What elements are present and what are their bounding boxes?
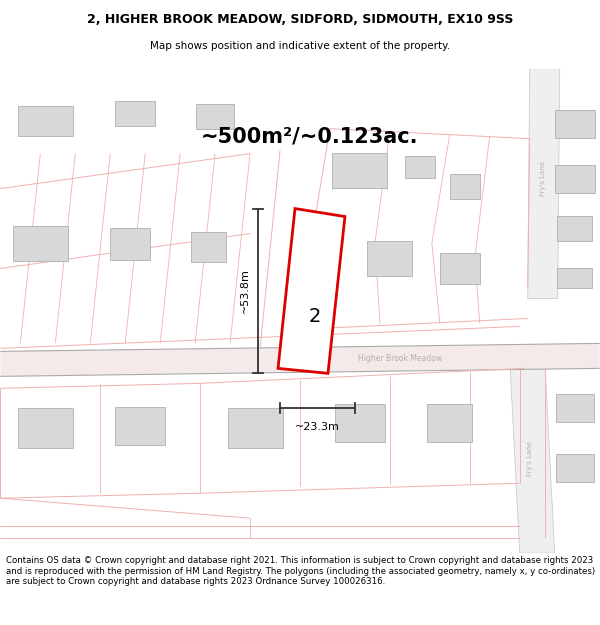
Polygon shape bbox=[528, 69, 560, 299]
Polygon shape bbox=[227, 408, 283, 448]
Polygon shape bbox=[440, 253, 480, 284]
Polygon shape bbox=[556, 394, 593, 422]
Text: ~53.8m: ~53.8m bbox=[240, 269, 250, 313]
Text: 2, HIGHER BROOK MEADOW, SIDFORD, SIDMOUTH, EX10 9SS: 2, HIGHER BROOK MEADOW, SIDFORD, SIDMOUT… bbox=[87, 13, 513, 26]
Polygon shape bbox=[554, 110, 595, 138]
Polygon shape bbox=[510, 358, 554, 553]
Polygon shape bbox=[335, 404, 385, 442]
Polygon shape bbox=[191, 231, 226, 261]
Polygon shape bbox=[110, 228, 150, 259]
Polygon shape bbox=[1, 343, 599, 376]
Polygon shape bbox=[13, 226, 68, 261]
Polygon shape bbox=[427, 404, 472, 442]
Text: Map shows position and indicative extent of the property.: Map shows position and indicative extent… bbox=[150, 41, 450, 51]
Polygon shape bbox=[115, 101, 155, 126]
Polygon shape bbox=[367, 241, 412, 276]
Text: ~500m²/~0.123ac.: ~500m²/~0.123ac. bbox=[201, 127, 419, 147]
Polygon shape bbox=[405, 156, 435, 178]
Polygon shape bbox=[557, 216, 592, 241]
Text: Higher Brook Meadow: Higher Brook Meadow bbox=[358, 354, 442, 363]
Text: Fry's Lane: Fry's Lane bbox=[539, 161, 545, 196]
Polygon shape bbox=[450, 174, 480, 199]
Text: 2: 2 bbox=[309, 307, 321, 326]
Polygon shape bbox=[556, 454, 593, 482]
Polygon shape bbox=[554, 164, 595, 192]
Polygon shape bbox=[557, 269, 592, 289]
Text: ~23.3m: ~23.3m bbox=[295, 422, 340, 432]
Polygon shape bbox=[115, 408, 165, 445]
Polygon shape bbox=[18, 408, 73, 448]
Text: Contains OS data © Crown copyright and database right 2021. This information is : Contains OS data © Crown copyright and d… bbox=[6, 556, 595, 586]
Text: Fry's Lane: Fry's Lane bbox=[527, 441, 533, 476]
Polygon shape bbox=[332, 153, 388, 188]
Polygon shape bbox=[278, 209, 345, 373]
Polygon shape bbox=[196, 104, 234, 129]
Polygon shape bbox=[18, 106, 73, 136]
